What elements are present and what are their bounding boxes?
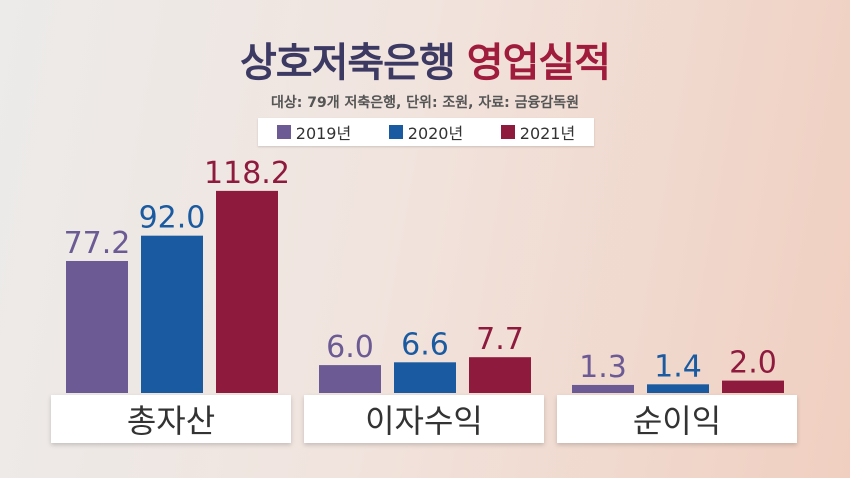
value-label-2-1: 1.4 bbox=[654, 349, 702, 384]
category-box-2 bbox=[557, 395, 797, 443]
value-label-1-2: 7.7 bbox=[476, 322, 524, 357]
legend-label-2021: 2021년 bbox=[519, 124, 576, 143]
bar-0-2 bbox=[216, 190, 278, 393]
legend: 2019년 2020년 2021년 bbox=[258, 118, 594, 146]
category-label-2: 순이익 bbox=[633, 402, 721, 440]
page-title: 상호저축은행 영업실적 bbox=[0, 30, 850, 88]
value-label-0-1: 92.0 bbox=[139, 201, 206, 236]
value-label-1-1: 6.6 bbox=[401, 327, 449, 362]
value-label-0-2: 118.2 bbox=[204, 156, 290, 191]
legend-swatch-2019 bbox=[276, 125, 291, 139]
category-box-0 bbox=[51, 395, 291, 443]
category-box-1 bbox=[304, 395, 544, 443]
legend-item-2019: 2019년 bbox=[276, 120, 352, 144]
value-label-1-0: 6.0 bbox=[326, 330, 374, 365]
subtitle: 대상: 79개 저축은행, 단위: 조원, 자료: 금융감독원 bbox=[271, 95, 579, 111]
value-label-2-2: 2.0 bbox=[729, 346, 777, 381]
category-label-0: 총자산 bbox=[127, 402, 215, 440]
bar-1-0 bbox=[319, 365, 381, 393]
bar-0-0 bbox=[66, 260, 128, 393]
legend-item-2021: 2021년 bbox=[500, 120, 576, 144]
bar-1-1 bbox=[394, 362, 456, 393]
legend-item-2020: 2020년 bbox=[388, 120, 464, 144]
title-part1: 상호저축은행 bbox=[239, 40, 456, 86]
legend-swatch-2020 bbox=[388, 125, 403, 139]
value-label-2-0: 1.3 bbox=[579, 350, 627, 385]
bar-1-2 bbox=[469, 357, 531, 393]
legend-label-2020: 2020년 bbox=[407, 124, 464, 143]
category-label-1: 이자수익 bbox=[365, 402, 483, 440]
bar-2-0 bbox=[572, 384, 634, 393]
legend-swatch-2021 bbox=[500, 125, 515, 139]
legend-label-2019: 2019년 bbox=[295, 124, 352, 143]
bar-0-1 bbox=[141, 235, 203, 393]
title-part2: 영업실적 bbox=[466, 40, 611, 86]
bar-2-2 bbox=[722, 380, 784, 393]
value-label-0-0: 77.2 bbox=[64, 226, 131, 261]
bar-2-1 bbox=[647, 384, 709, 393]
